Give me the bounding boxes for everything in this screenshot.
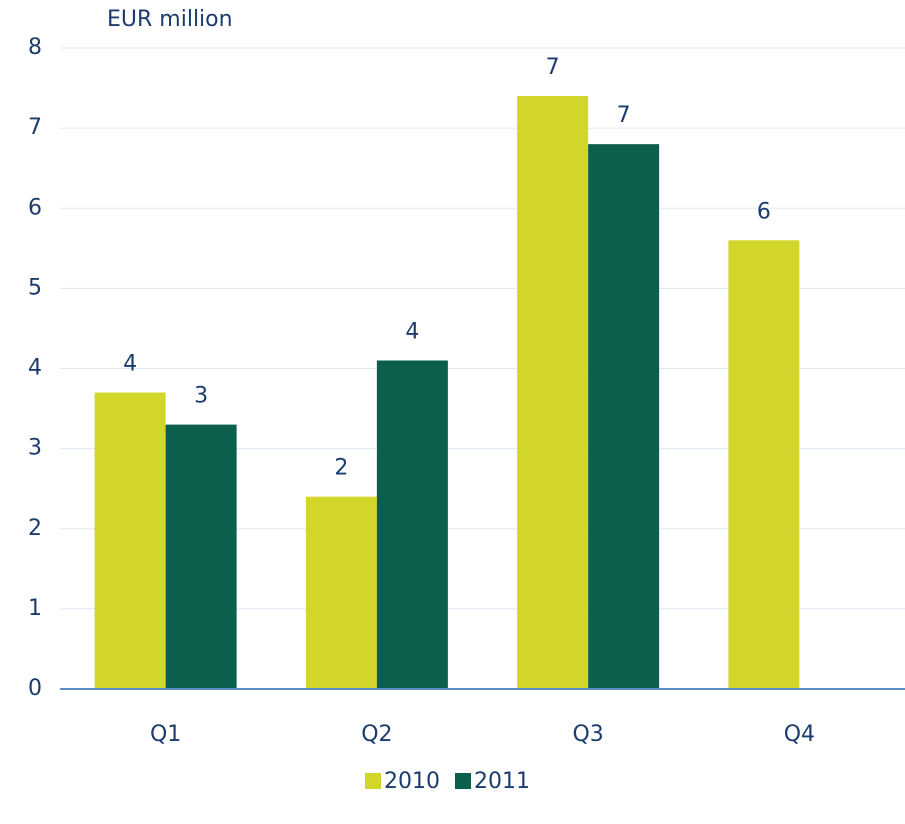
bar (305, 496, 377, 689)
y-tick-label: 8 (28, 35, 42, 60)
x-tick-label: Q2 (361, 722, 392, 747)
value-label: 4 (405, 319, 419, 344)
y-tick-label: 4 (28, 356, 42, 381)
x-tick-label: Q4 (784, 722, 815, 747)
y-tick-label: 0 (28, 676, 42, 701)
value-label: 4 (123, 352, 137, 377)
bar (376, 360, 448, 689)
chart-title: EUR million (107, 7, 233, 32)
x-tick-label: Q3 (572, 722, 603, 747)
y-tick-label: 7 (28, 115, 42, 140)
value-label: 7 (617, 103, 631, 128)
legend-label: 2011 (474, 769, 530, 794)
bar (517, 96, 589, 689)
value-label: 7 (546, 55, 560, 80)
bar (588, 144, 660, 689)
legend-swatch (365, 773, 381, 789)
y-tick-label: 5 (28, 275, 42, 300)
bar (728, 240, 800, 690)
y-tick-label: 6 (28, 195, 42, 220)
legend-label: 2010 (384, 769, 440, 794)
y-tick-label: 2 (28, 516, 42, 541)
legend-swatch (455, 773, 471, 789)
bar (94, 392, 166, 689)
y-tick-label: 1 (28, 596, 42, 621)
bar (165, 424, 237, 689)
value-label: 6 (757, 199, 771, 224)
y-tick-label: 3 (28, 436, 42, 461)
value-label: 2 (334, 456, 348, 481)
x-tick-label: Q1 (150, 722, 181, 747)
value-label: 3 (194, 384, 208, 409)
